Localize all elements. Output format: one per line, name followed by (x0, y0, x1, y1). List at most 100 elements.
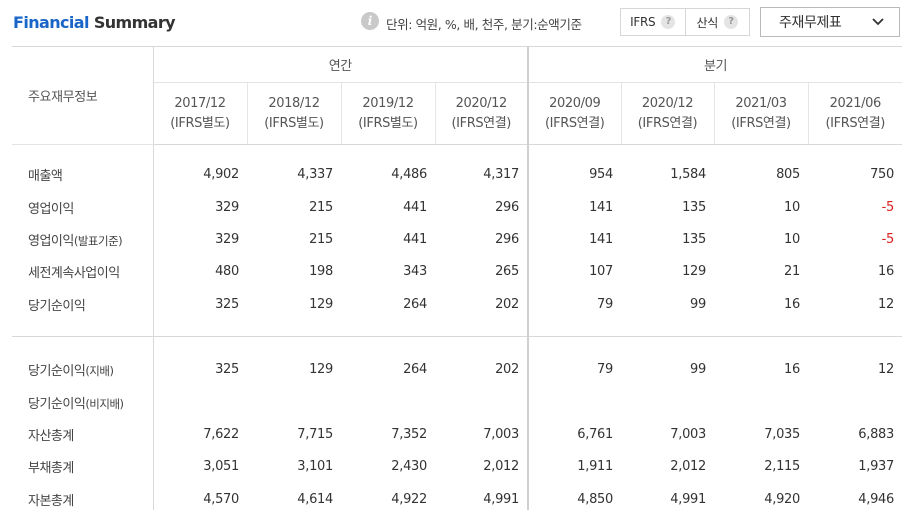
table-cell: 4,991 (483, 491, 519, 507)
row-label-suffix: (발표기준) (73, 233, 123, 248)
table-cell: 135 (682, 199, 706, 215)
table-cell: 329 (215, 199, 239, 215)
table-cell: 6,761 (527, 418, 621, 451)
question-icon[interactable]: ? (661, 15, 676, 29)
table-cell: 4,922 (391, 491, 427, 507)
row-label: 자산총계 (12, 418, 154, 451)
row-label: 당기순이익 (12, 288, 154, 321)
table-cell (527, 385, 621, 419)
table-cell: 79 (527, 353, 621, 386)
table-cell: 441 (403, 231, 427, 247)
row-label-text: 영업이익 (28, 201, 74, 217)
ifrs-label: IFRS (630, 15, 656, 29)
table-cell: 325 (215, 362, 239, 378)
table-cell (808, 386, 902, 418)
annual-group-header: 연간 (153, 46, 528, 83)
spacer-row (12, 144, 902, 159)
period-basis: (IFRS별도) (358, 115, 418, 131)
table-row: 영업이익 329 215 441 296 141 135 10 -5 (12, 190, 902, 224)
period-date: 2020/09 (549, 95, 601, 111)
period-date: 2020/12 (455, 95, 508, 111)
table-cell: 16 (878, 264, 894, 280)
table-cell: 12 (878, 296, 894, 312)
table-cell: 2,012 (670, 459, 706, 475)
table-cell: 441 (403, 199, 427, 215)
table-row: 부채총계 3,051 3,101 2,430 2,012 1,911 2,012 2,115 1… (12, 450, 902, 484)
row-label: 당기순이익(지배) (12, 353, 154, 386)
table-cell: 4,317 (483, 167, 519, 183)
table-cell: 12 (878, 362, 894, 378)
table-cell: 4,570 (203, 491, 239, 507)
period-basis: (IFRS별도) (264, 115, 324, 131)
table-cell: 99 (690, 296, 706, 312)
table-cell: 805 (776, 167, 800, 183)
table-cell: 16 (784, 362, 800, 378)
period-basis: (IFRS별도) (170, 115, 230, 131)
period-header: 2018/12 (IFRS별도) (246, 82, 341, 145)
table-cell: 7,352 (391, 426, 427, 442)
table-cell: 10 (784, 231, 800, 247)
calc-button[interactable]: 산식 ? (684, 9, 750, 35)
table-cell: 264 (403, 362, 427, 378)
table-row: 당기순이익(지배) 325 129 264 202 79 99 16 12 (12, 353, 902, 386)
table-cell: 7,003 (483, 426, 519, 442)
unit-description: 단위: 억원, %, 배, 천주, 분기:순액기준 (386, 17, 582, 32)
period-date: 2021/06 (829, 95, 882, 111)
row-label: 매출액 (12, 158, 154, 191)
table-cell (714, 386, 808, 418)
table-cell: 215 (309, 231, 333, 247)
table-cell: 4,902 (203, 167, 239, 183)
period-basis: (IFRS연결) (451, 115, 512, 131)
table-cell: 264 (403, 296, 427, 312)
chevron-down-icon (872, 18, 884, 26)
period-header: 2021/03 (IFRS연결) (713, 82, 808, 145)
row-label-text: 영업이익 (28, 233, 74, 249)
period-header: 2020/09 (IFRS연결) (527, 82, 621, 145)
table-row: 당기순이익 325 129 264 202 79 99 16 12 (12, 288, 902, 321)
period-basis: (IFRS연결) (637, 115, 698, 131)
table-cell: 480 (215, 264, 239, 280)
period-date: 2018/12 (268, 95, 320, 111)
table-cell: 750 (870, 167, 894, 183)
row-label-text: 매출액 (28, 169, 63, 185)
label-column-header: 주요재무정보 (12, 46, 154, 145)
financial-summary-table: 주요재무정보 연간 분기 2017/12 (IFRS별도) 2018/12 (IFRS… (12, 46, 902, 510)
table-cell: 2,430 (391, 459, 427, 475)
period-header: 2017/12 (IFRS별도) (153, 82, 247, 145)
table-cell: 198 (309, 264, 333, 280)
table-cell: 21 (784, 264, 800, 280)
table-cell: 10 (784, 199, 800, 215)
spacer-row (12, 320, 902, 337)
table-cell: 141 (527, 190, 621, 224)
table-cell: 202 (495, 296, 519, 312)
period-date: 2019/12 (362, 95, 414, 111)
table-cell: 296 (495, 199, 519, 215)
table-cell: 202 (495, 362, 519, 378)
statement-type-select[interactable]: 주재무제표 (760, 7, 900, 37)
row-label-text: 자본총계 (28, 493, 74, 509)
question-icon[interactable]: ? (723, 15, 738, 29)
table-cell: 343 (403, 264, 427, 280)
table-cell: 215 (309, 199, 333, 215)
table-cell: 3,101 (297, 459, 333, 475)
period-date: 2017/12 (174, 95, 226, 111)
row-label: 세전계속사업이익 (12, 255, 154, 289)
table-cell: 2,115 (764, 459, 800, 475)
row-label-text: 당기순이익 (28, 298, 86, 314)
row-label-text: 당기순이익 (28, 396, 86, 412)
title-part2: Summary (93, 13, 176, 32)
page-title: Financial Summary (13, 13, 176, 32)
period-date: 2021/03 (735, 95, 787, 111)
table-cell: 4,614 (297, 491, 333, 507)
table-row: 세전계속사업이익 480 198 343 265 107 129 21 16 (12, 255, 902, 289)
table-cell (153, 386, 247, 418)
spacer-row (12, 336, 902, 354)
table-cell: 325 (215, 296, 239, 312)
ifrs-button[interactable]: IFRS ? (621, 9, 685, 35)
table-cell: 7,715 (297, 426, 333, 442)
table-cell: 296 (495, 231, 519, 247)
quarter-group-header: 분기 (527, 46, 902, 83)
row-label-text: 자산총계 (28, 428, 74, 444)
table-cell: 4,850 (527, 483, 621, 510)
row-label-suffix: (비지배) (85, 396, 124, 411)
